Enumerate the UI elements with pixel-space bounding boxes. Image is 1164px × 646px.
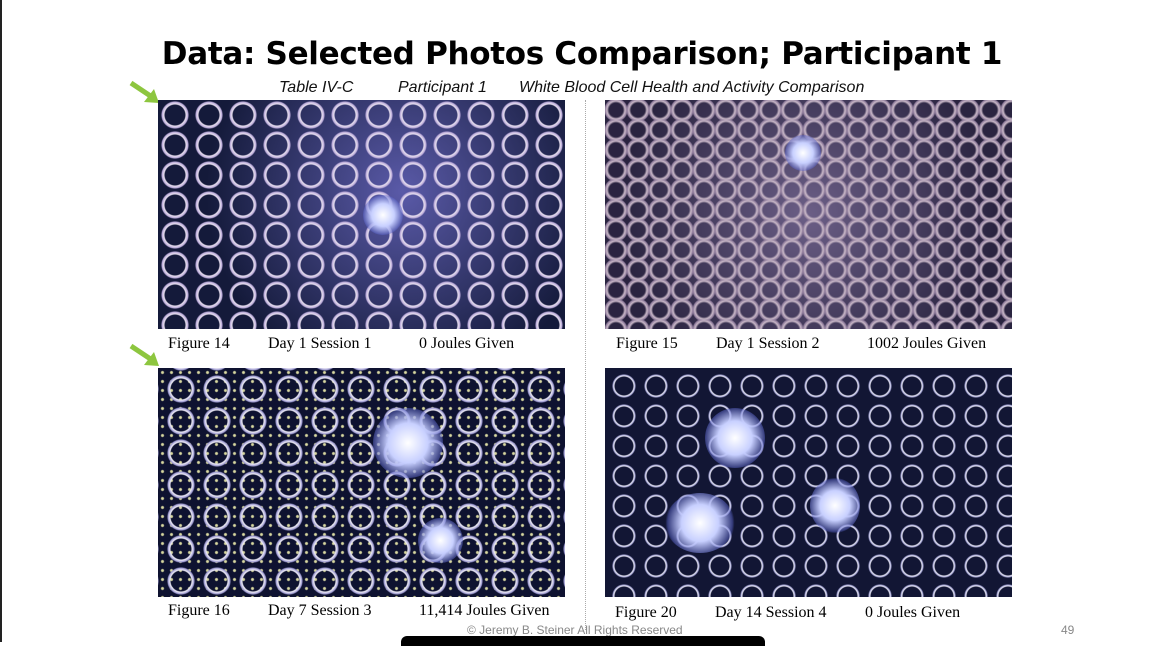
figure-caption: Figure 15: [616, 335, 678, 352]
session-caption: Day 7 Session 3: [268, 602, 372, 619]
figure-20-photo: [605, 368, 1012, 597]
left-edge-line: [0, 0, 2, 642]
figure-caption: Figure 14: [168, 335, 230, 352]
slide-title: Data: Selected Photos Comparison; Partic…: [161, 36, 1003, 72]
joules-caption: 1002 Joules Given: [867, 335, 987, 352]
column-divider: [585, 100, 586, 630]
figure-16-photo: [158, 368, 565, 597]
joules-caption: 0 Joules Given: [865, 604, 961, 621]
figure-14-photo: [158, 100, 565, 329]
table-label: Table IV-C: [279, 79, 354, 96]
session-caption: Day 14 Session 4: [715, 604, 827, 621]
joules-caption: 11,414 Joules Given: [419, 602, 550, 619]
bottom-overlay-bar: [401, 636, 765, 646]
figure-caption: Figure 16: [168, 602, 230, 619]
figure-caption: Figure 20: [615, 604, 677, 621]
session-caption: Day 1 Session 1: [268, 335, 372, 352]
joules-caption: 0 Joules Given: [419, 335, 515, 352]
figure-15-photo: [605, 100, 1012, 329]
page-number: 49: [1061, 623, 1075, 637]
green-arrow-icon: [129, 343, 159, 366]
table-description: White Blood Cell Health and Activity Com…: [519, 79, 865, 96]
participant-label: Participant 1: [398, 79, 487, 96]
session-caption: Day 1 Session 2: [716, 335, 820, 352]
copyright-footer: © Jeremy B. Steiner All Rights Reserved: [467, 623, 683, 637]
green-arrow-icon: [129, 80, 159, 103]
